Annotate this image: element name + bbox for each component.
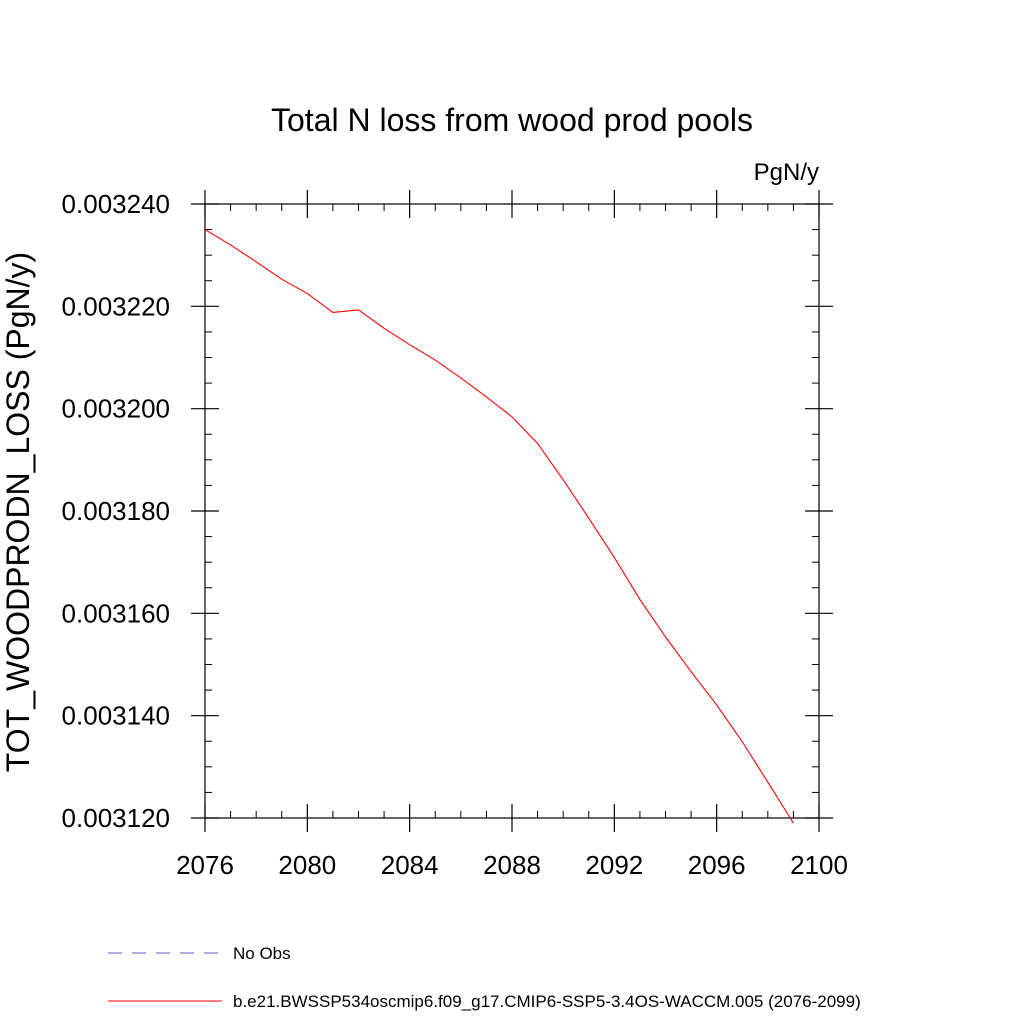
legend-label: b.e21.BWSSP534oscmip6.f09_g17.CMIP6-SSP5… (233, 992, 861, 1011)
minor-ticks (205, 204, 819, 818)
plot-frame (204, 203, 820, 819)
y-tick-label: 0.003120 (62, 803, 170, 833)
x-axis: 2076 2080 2084 2088 2092 2096 2100 (176, 190, 848, 880)
y-tick-label: 0.003240 (62, 189, 170, 219)
y-tick-label: 0.003140 (62, 701, 170, 731)
legend: No Obs b.e21.BWSSP534oscmip6.f09_g17.CMIP… (108, 944, 861, 1011)
x-tick-label: 2080 (278, 850, 336, 880)
y-axis: 0.003120 0.003140 0.003160 0.003180 0.003200… (62, 189, 833, 833)
x-tick-label: 2096 (688, 850, 746, 880)
units-label: PgN/y (754, 159, 819, 186)
chart-title: Total N loss from wood prod pools (271, 102, 753, 138)
x-tick-label: 2088 (483, 850, 541, 880)
y-tick-label: 0.003180 (62, 496, 170, 526)
x-tick-label: 2100 (790, 850, 848, 880)
y-tick-label: 0.003220 (62, 291, 170, 321)
y-tick-label: 0.003160 (62, 598, 170, 628)
y-tick-label: 0.003200 (62, 394, 170, 424)
x-tick-label: 2092 (585, 850, 643, 880)
series-line (204, 229, 794, 824)
y-axis-label: TOT_WOODPRODN_LOSS (PgN/y) (0, 252, 36, 772)
x-tick-label: 2084 (381, 850, 439, 880)
legend-label: No Obs (233, 944, 291, 963)
series-layer (204, 229, 794, 824)
x-tick-label: 2076 (176, 850, 234, 880)
